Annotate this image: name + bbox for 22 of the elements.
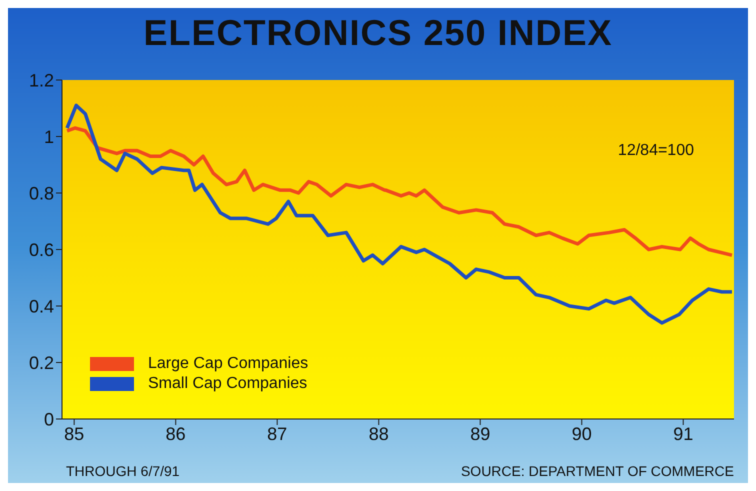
line-series: [65, 126, 734, 257]
x-tick-label: 89: [470, 424, 490, 444]
x-tick-label: 88: [368, 424, 389, 444]
x-tick-label: 87: [267, 424, 288, 444]
y-tick-label: 1: [44, 126, 54, 147]
source-note: SOURCE: DEPARTMENT OF COMMERCE: [460, 463, 734, 479]
legend-label: Large Cap Companies: [148, 355, 308, 373]
x-tick-label: 90: [572, 424, 592, 444]
y-tick-label: 0: [44, 409, 54, 430]
x-tick-label: 85: [64, 424, 84, 444]
line-series: [65, 104, 734, 325]
x-tick-label: 91: [673, 424, 694, 444]
y-tick-label: 0.6: [28, 240, 54, 260]
y-tick-label: 0.4: [28, 296, 54, 316]
legend-label: Small Cap Companies: [148, 375, 308, 393]
y-tick-label: 0.8: [28, 183, 54, 204]
text: THROUGH 6/7/91: [66, 463, 180, 479]
annotation: 12/84=100: [618, 142, 694, 160]
chart-title: ELECTRONICS 250 INDEX: [142, 12, 614, 54]
x-tick-label: 86: [166, 424, 186, 444]
y-tick-label: 1.2: [28, 70, 54, 90]
y-tick-label: 0.2: [28, 352, 54, 373]
